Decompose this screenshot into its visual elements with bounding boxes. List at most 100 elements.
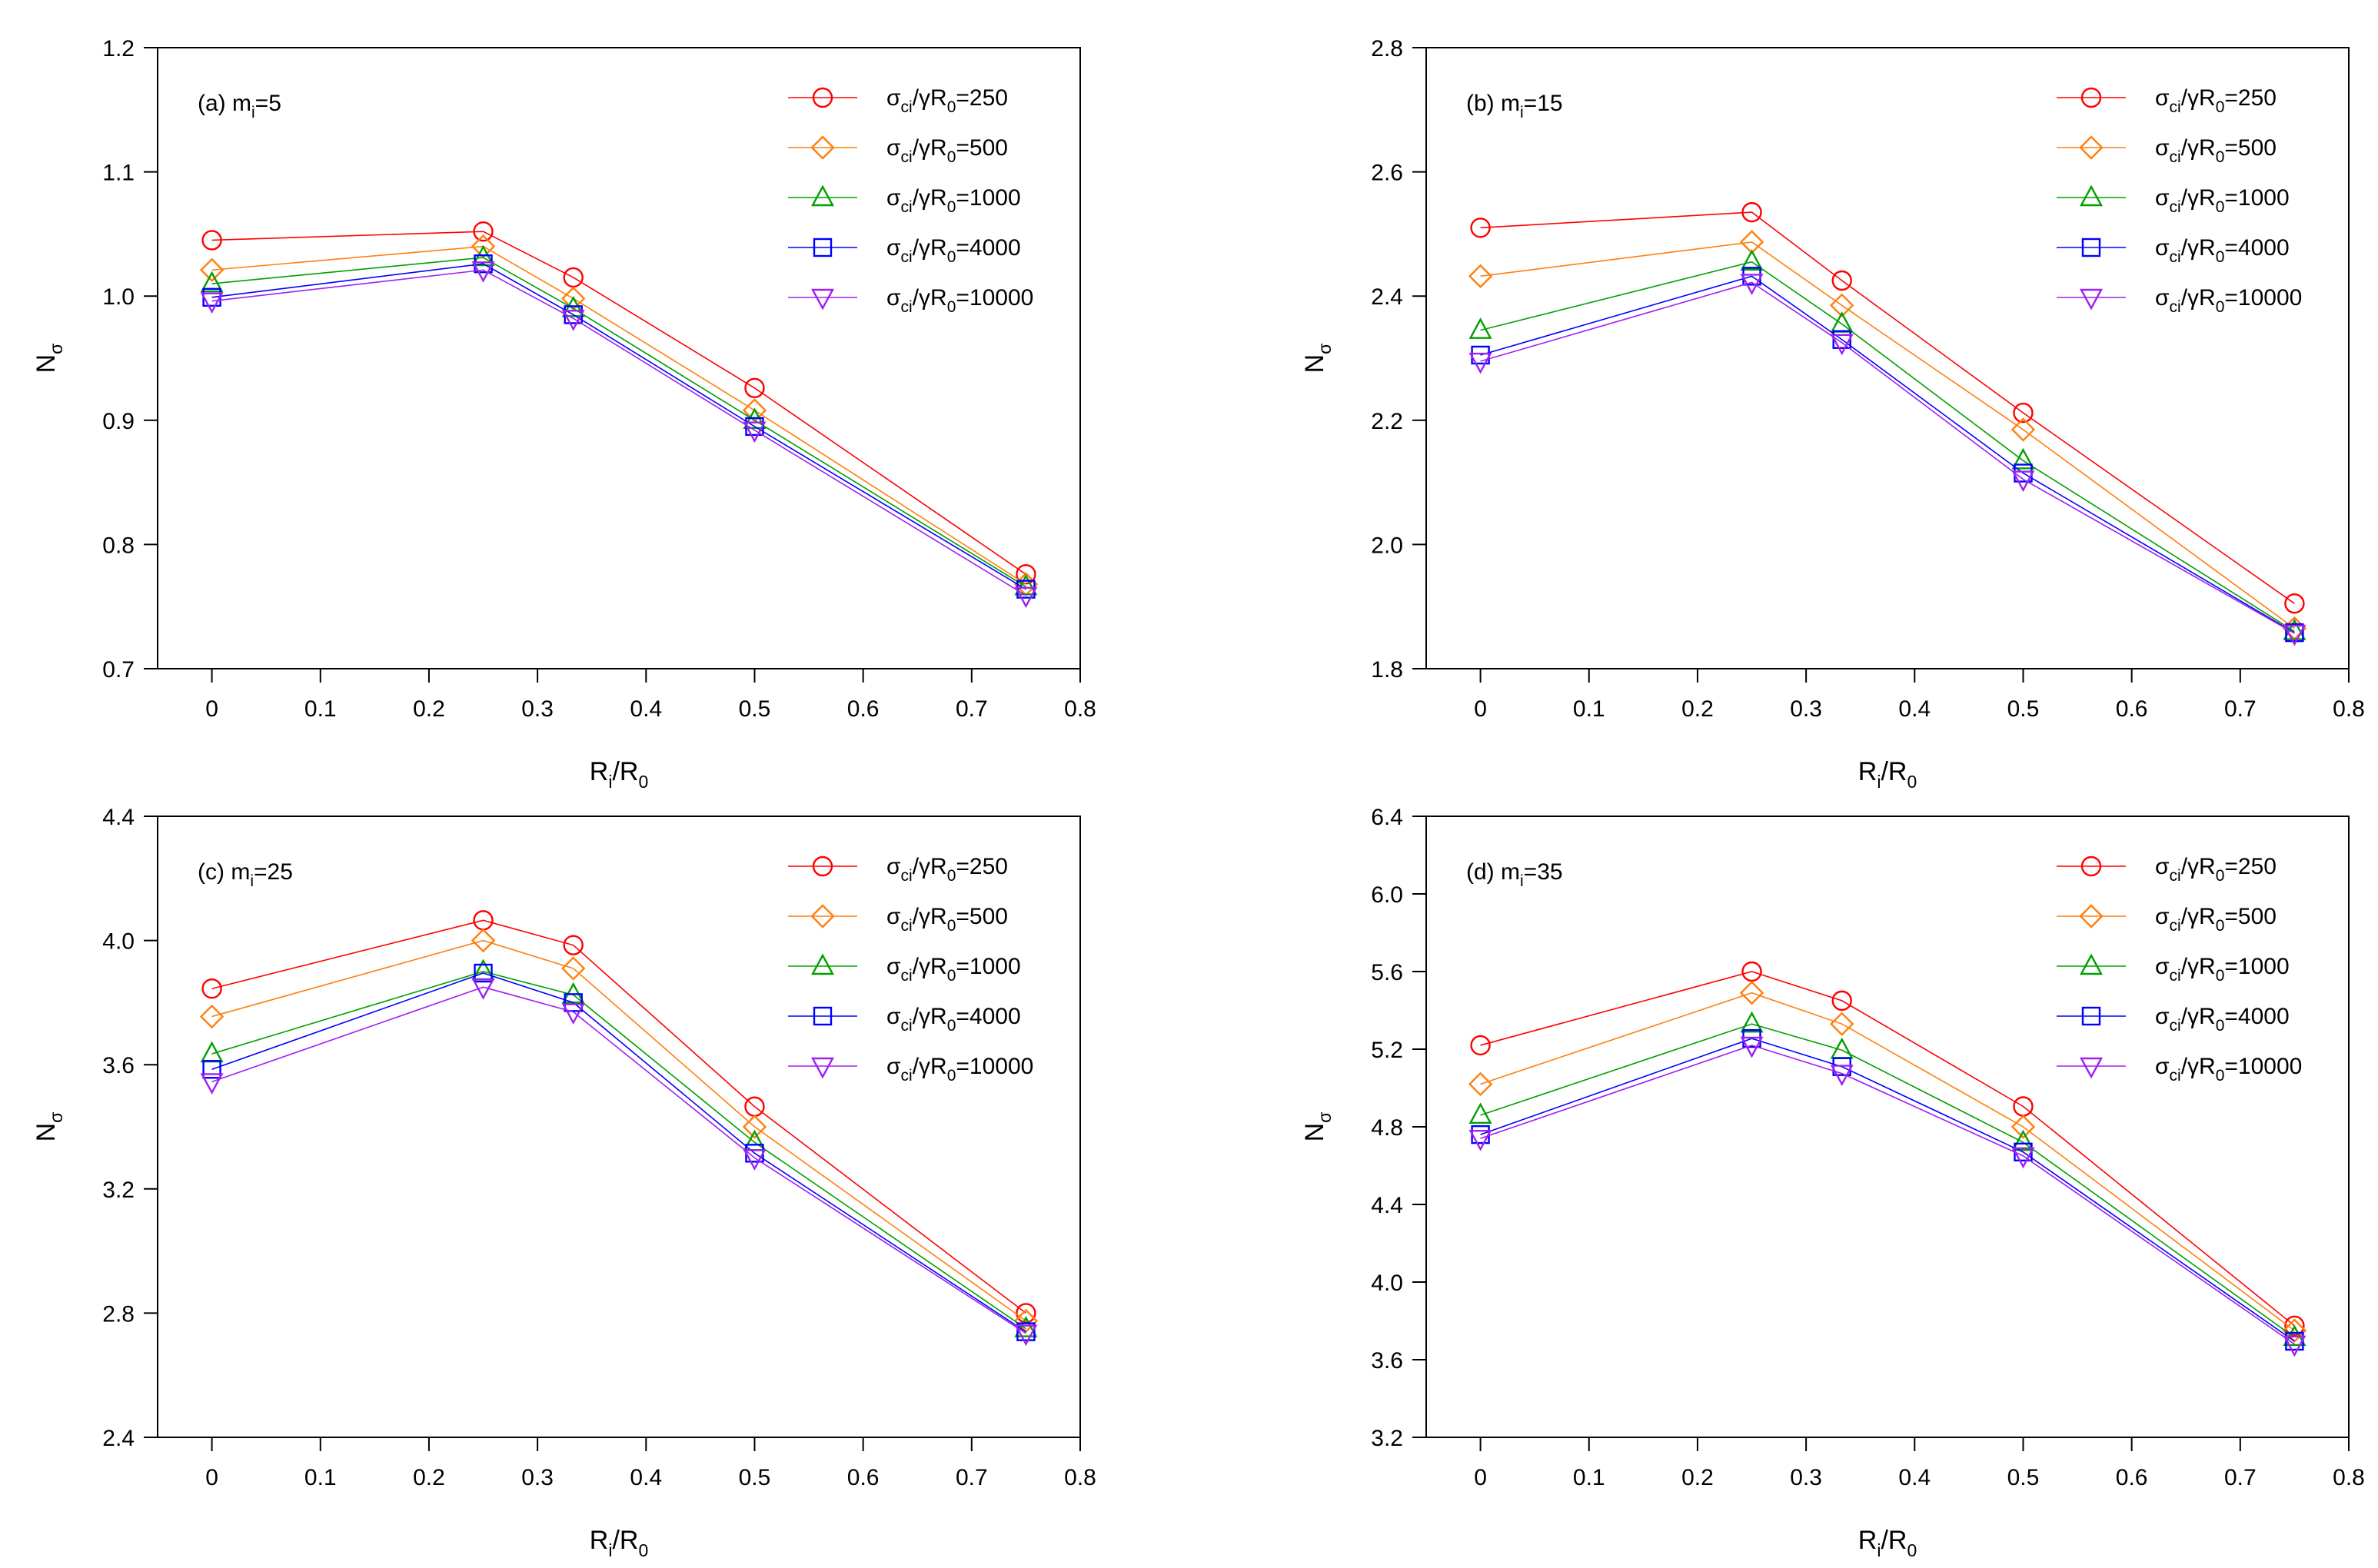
data-point [199,1004,224,1029]
x-axis-title-sub: 0 [1907,772,1917,792]
data-point [202,1060,221,1079]
legend-entry: σci/γR0=1000 [2057,953,2290,985]
legend-mid: /γR [2181,1054,2216,1079]
data-point [1831,270,1852,291]
legend-sub: 0 [947,867,956,885]
x-tick-label: 0 [1474,696,1487,722]
legend-mid: /γR [2181,185,2216,211]
data-point [564,993,583,1012]
x-axis-title-mid: /R [1881,757,1907,786]
data-point [1739,981,1764,1005]
x-axis-title-sub: i [608,772,612,792]
legend-sigma: σ [2155,904,2170,929]
legend-sigma: σ [2155,285,2170,311]
panel-label-sub: i [1520,104,1524,121]
legend-marker [810,953,835,975]
data-point [201,230,222,251]
x-tick-label: 0.5 [739,696,771,722]
data-point [200,292,224,314]
legend-sigma: σ [886,954,901,979]
data-point [2011,1129,2035,1151]
data-point [1740,1036,1764,1058]
legend-mid: /γR [2181,285,2216,311]
x-tick-label: 0.5 [2007,1465,2040,1490]
data-point [743,1149,767,1171]
legend-label: σci/γR0=1000 [2155,185,2290,216]
x-axis-title-sub: 0 [1907,1540,1917,1560]
legend-entry: σci/γR0=250 [2057,85,2277,116]
legend-sub: 0 [2216,1067,2225,1085]
legend-entry: σci/γR0=250 [788,854,1008,885]
panel-label-main: (b) m [1466,91,1520,116]
x-tick-label: 0.1 [304,1465,337,1490]
legend-label: σci/γR0=500 [2155,904,2277,935]
panel-label-sub: i [251,104,255,121]
legend-label: σci/γR0=250 [886,854,1008,885]
data-point [1468,352,1492,374]
data-point [1014,586,1038,609]
legend-entry: σci/γR0=500 [788,135,1008,166]
legend-value: =500 [956,135,1008,161]
data-point [200,271,224,293]
x-axis-title-sub: 0 [638,1540,648,1560]
legend-sigma: σ [2155,1004,2170,1029]
legend-value: =250 [2224,854,2277,879]
y-axis-title: Nσ [1300,344,1335,374]
y-tick-label: 4.4 [1371,1193,1403,1218]
x-axis-title-mid: /R [612,757,638,786]
legend-sub: ci [2170,198,2181,216]
legend-entry: σci/γR0=10000 [788,1054,1033,1085]
x-tick-label: 0.6 [847,1465,880,1490]
legend-mid: /γR [913,904,947,929]
y-tick-label: 6.0 [1371,882,1403,908]
data-point [2283,1335,2306,1357]
legend-sub: 0 [2216,198,2225,216]
y-axis-title-sub: σ [46,1112,66,1123]
series-line [211,269,1026,596]
x-tick-label: 0.1 [1573,696,1605,722]
y-tick-label: 3.2 [102,1178,135,1203]
series-line [211,919,1026,1314]
legend-marker [810,288,835,311]
legend-sub: 0 [947,917,956,935]
legend-label: σci/γR0=1000 [886,954,1021,985]
panel-label-value: =35 [1524,859,1563,885]
legend-sub: ci [2170,248,2181,266]
panel-a: 0 0.1 0.2 0.3 0.4 0.5 0.6 0.7 0.8 0.7 0.8 0.9 1.0 1.1… [32,36,1096,792]
legend-mid: /γR [2181,85,2216,111]
legend-mid: /γR [913,954,947,979]
y-tick-label: 4.8 [1371,1115,1403,1141]
legend-marker [810,135,835,160]
series-triangle-down [1468,1036,2306,1357]
legend-mid: /γR [2181,235,2216,261]
legend-sub: 0 [947,1067,956,1085]
legend-sub: 0 [2216,917,2225,935]
legend-marker [2079,135,2104,160]
panel-b: 0 0.1 0.2 0.3 0.4 0.5 0.6 0.7 0.8 1.8 2.0 2.2 2.4 2.6… [1300,36,2365,792]
plot-frame [1425,47,2350,669]
panel-label-sub: i [250,872,254,890]
legend-value: =4000 [956,1004,1020,1029]
legend-value: =10000 [2224,285,2302,311]
legend-mid: /γR [2181,1004,2216,1029]
x-tick-label: 0.5 [739,1465,771,1490]
legend-sub: 0 [947,967,956,985]
legend-sub: ci [2170,1067,2181,1085]
data-point [2282,1318,2307,1343]
legend-label: σci/γR0=10000 [2155,285,2302,316]
legend-marker [813,238,833,257]
data-point [2284,1315,2305,1337]
legend-marker [2079,1057,2104,1079]
y-tick-label: 3.6 [102,1053,135,1078]
legend-entry: σci/γR0=10000 [788,285,1033,316]
legend-sigma: σ [886,1054,901,1079]
data-point [742,1115,767,1139]
legend-entry: σci/γR0=4000 [2057,235,2290,266]
data-point [561,1003,585,1025]
legend-marker [2080,855,2102,877]
panel-c: 0 0.1 0.2 0.3 0.4 0.5 0.6 0.7 0.8 2.4 2.8 3.2 3.6 4.0… [32,805,1096,1560]
data-point [1468,264,1493,289]
series-line [211,939,1026,1322]
data-point [2010,417,2036,442]
